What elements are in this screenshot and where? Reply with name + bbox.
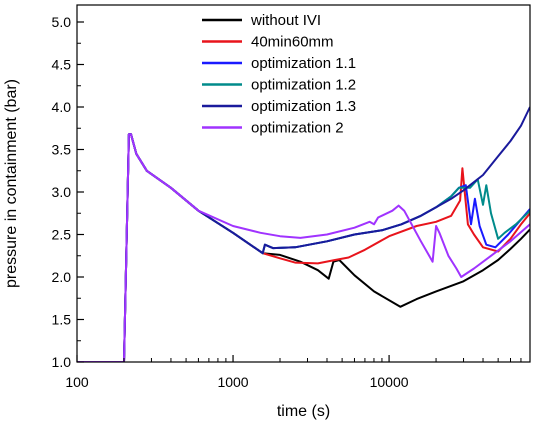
x-axis: 100 1000 10000 <box>65 355 531 390</box>
y-tick-label: 4.5 <box>52 57 72 73</box>
x-tick-label: 100 <box>65 374 89 390</box>
legend-label: 40min60mm <box>251 34 334 51</box>
legend-label: optimization 1.3 <box>251 98 356 115</box>
y-axis-title: pressure in containment (bar) <box>3 79 20 288</box>
y-tick-label: 1.5 <box>52 312 72 328</box>
series-line-5 <box>77 106 530 362</box>
y-tick-label: 2.5 <box>52 227 72 243</box>
legend-label: without IVI <box>250 12 321 29</box>
y-tick-label: 3.0 <box>52 184 72 200</box>
y-tick-label: 3.5 <box>52 142 72 158</box>
y-tick-label: 1.0 <box>52 354 72 370</box>
x-tick-label: 1000 <box>217 374 248 390</box>
plot-frame <box>76 4 531 363</box>
y-tick-label: 2.0 <box>52 269 72 285</box>
y-tick-label: 5.0 <box>52 14 72 30</box>
x-axis-title: time (s) <box>277 403 330 420</box>
legend-label: optimization 2 <box>251 120 344 137</box>
plot-area <box>77 106 530 362</box>
y-axis: 1.0 1.5 2.0 2.5 3.0 3.5 4.0 4.5 5.0 <box>52 14 84 370</box>
series-line-6 <box>77 133 530 362</box>
y-tick-label: 4.0 <box>52 99 72 115</box>
x-tick-label: 10000 <box>370 374 409 390</box>
legend-label: optimization 1.1 <box>251 55 356 72</box>
legend-label: optimization 1.2 <box>251 77 356 94</box>
legend: without IVI 40min60mm optimization 1.1 opti… <box>202 12 356 137</box>
